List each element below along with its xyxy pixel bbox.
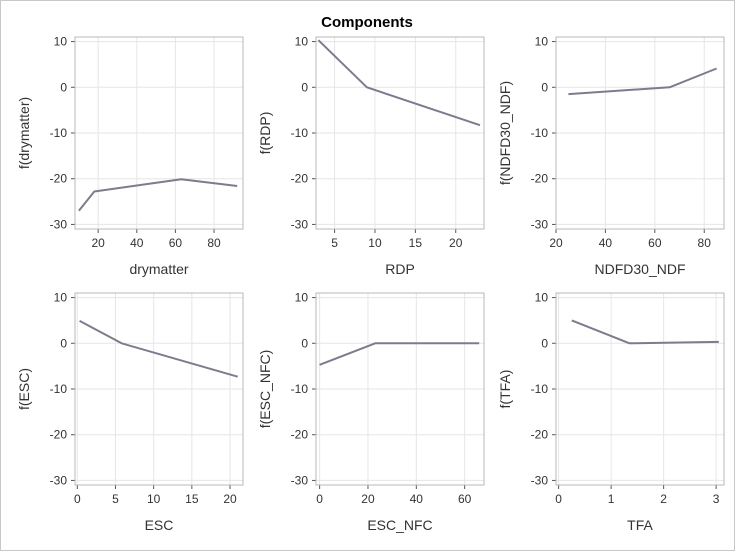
panel-5: 10 0 -10 -20 -30 0 20 40 60 ESC_NFC f(ESC_NFC) <box>257 291 485 533</box>
panel-6: 10 0 -10 -20 -30 0 1 2 3 TFA f(TFA) <box>497 291 725 533</box>
x-tick-label: 0 <box>74 492 81 506</box>
series-line <box>79 320 238 378</box>
y-tick-label: -30 <box>291 217 309 231</box>
y-axis-label: f(drymatter) <box>16 97 32 169</box>
plot-border <box>74 36 244 230</box>
x-tick-label: 20 <box>361 492 375 506</box>
series-line <box>571 319 719 345</box>
y-tick-label: -20 <box>291 172 309 186</box>
x-tick-label: 20 <box>549 236 563 250</box>
y-tick-label: -20 <box>50 172 68 186</box>
y-tick-label: -20 <box>531 428 549 442</box>
x-tick-label: 0 <box>316 492 323 506</box>
y-tick-label: -30 <box>291 473 309 487</box>
y-tick-label: -10 <box>291 126 309 140</box>
panel-1: 10 0 -10 -20 -30 20 40 60 80 drymatter f(drymatter… <box>16 35 244 277</box>
x-tick-label: 5 <box>331 236 338 250</box>
series-line <box>317 39 481 127</box>
x-tick-label: 15 <box>185 492 199 506</box>
y-tick-label: 0 <box>301 336 308 350</box>
x-tick-label: 60 <box>169 236 183 250</box>
plot-border <box>315 292 485 486</box>
x-tick-label: 2 <box>660 492 667 506</box>
x-tick-label: 20 <box>449 236 463 250</box>
y-axis-label: f(RDP) <box>257 112 273 155</box>
x-tick-label: 80 <box>207 236 221 250</box>
y-tick-label: -30 <box>50 217 68 231</box>
y-tick-label: 10 <box>535 291 549 305</box>
y-tick-label: -10 <box>531 126 549 140</box>
y-tick-label: 0 <box>60 80 67 94</box>
panel-4: 10 0 -10 -20 -30 0 5 10 15 20 ESC f(ESC) <box>16 291 244 533</box>
x-tick-label: 20 <box>223 492 237 506</box>
x-tick-label: 40 <box>599 236 613 250</box>
x-tick-label: 80 <box>698 236 712 250</box>
y-tick-label: -10 <box>50 382 68 396</box>
y-tick-label: -10 <box>531 382 549 396</box>
x-tick-label: 20 <box>91 236 105 250</box>
y-tick-label: 10 <box>535 35 549 49</box>
x-axis-label: NDFD30_NDF <box>594 261 685 277</box>
y-tick-label: 10 <box>54 291 68 305</box>
x-tick-label: 5 <box>112 492 119 506</box>
y-axis-label: f(TFA) <box>497 370 513 409</box>
series-line <box>319 342 480 366</box>
x-axis-label: ESC <box>145 517 174 533</box>
x-axis-label: drymatter <box>129 261 188 277</box>
y-tick-label: -10 <box>291 382 309 396</box>
x-tick-label: 3 <box>713 492 720 506</box>
x-tick-label: 1 <box>608 492 615 506</box>
plot-border <box>315 36 485 230</box>
x-axis-label: RDP <box>385 261 415 277</box>
y-tick-label: -30 <box>531 473 549 487</box>
y-tick-label: -20 <box>531 172 549 186</box>
x-axis-label: TFA <box>627 517 653 533</box>
series-line <box>78 178 238 212</box>
y-tick-label: 0 <box>60 336 67 350</box>
x-tick-label: 40 <box>130 236 144 250</box>
x-tick-label: 10 <box>368 236 382 250</box>
y-axis-label: f(NDFD30_NDF) <box>497 81 513 185</box>
x-tick-label: 40 <box>410 492 424 506</box>
y-tick-label: -30 <box>50 473 68 487</box>
y-tick-label: -20 <box>50 428 68 442</box>
y-tick-label: 10 <box>54 35 68 49</box>
panel-2: 10 0 -10 -20 -30 5 10 15 20 RDP f(RDP) <box>257 35 485 277</box>
y-axis-label: f(ESC_NFC) <box>257 350 273 429</box>
y-tick-label: 0 <box>541 80 548 94</box>
y-tick-label: 0 <box>541 336 548 350</box>
x-tick-label: 15 <box>409 236 423 250</box>
y-tick-label: 10 <box>295 35 309 49</box>
x-axis-label: ESC_NFC <box>367 517 432 533</box>
figure-title: Components <box>321 14 413 31</box>
x-tick-label: 0 <box>555 492 562 506</box>
y-tick-label: 10 <box>295 291 309 305</box>
y-tick-label: 0 <box>301 80 308 94</box>
plot-border <box>555 36 725 230</box>
x-tick-label: 10 <box>147 492 161 506</box>
y-axis-label: f(ESC) <box>16 368 32 410</box>
plot-border <box>555 292 725 486</box>
y-tick-label: -20 <box>291 428 309 442</box>
y-tick-label: -10 <box>50 126 68 140</box>
plot-border <box>74 292 244 486</box>
x-tick-label: 60 <box>458 492 472 506</box>
y-tick-label: -30 <box>531 217 549 231</box>
series-line <box>568 67 717 96</box>
x-tick-label: 60 <box>648 236 662 250</box>
